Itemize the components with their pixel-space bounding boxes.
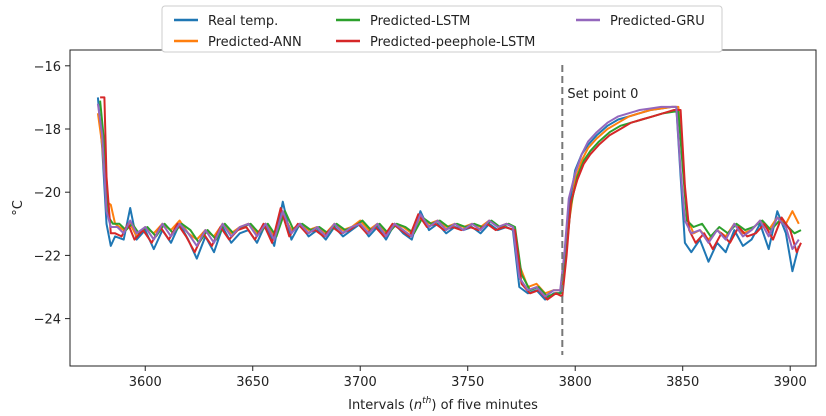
x-tick-label: 3800 — [559, 375, 592, 390]
x-axis-label: Intervals (nth) of five minutes — [348, 396, 538, 413]
series-line-3 — [100, 96, 802, 301]
legend-label: Predicted-GRU — [610, 14, 705, 29]
x-tick-label: 3750 — [451, 375, 484, 390]
x-tick-label: 3600 — [129, 375, 162, 390]
series-layer — [96, 96, 802, 301]
y-axis-label: °C — [11, 200, 26, 216]
series-line-4 — [96, 103, 800, 298]
x-tick-label: 3700 — [344, 375, 377, 390]
y-tick-label: −20 — [34, 186, 61, 201]
series-line-0 — [96, 97, 800, 301]
setpoint-annotation: Set point 0 — [567, 87, 638, 102]
x-axis: 3600 3650 3700 3750 3800 3850 3900 — [129, 366, 807, 390]
y-tick-label: −22 — [34, 249, 61, 264]
legend: Real temp. Predicted-ANN Predicted-LSTM Pre… — [161, 5, 723, 53]
legend-label: Predicted-LSTM — [370, 14, 470, 29]
y-tick-label: −24 — [34, 313, 61, 328]
y-tick-label: −18 — [34, 123, 61, 138]
legend-label: Predicted-peephole-LSTM — [370, 35, 535, 50]
x-tick-label: 3900 — [774, 375, 807, 390]
series-line-2 — [99, 100, 802, 298]
y-axis: −24 −22 −20 −18 −16 — [34, 60, 70, 328]
x-axis-label-prefix: Intervals ( — [348, 398, 414, 413]
x-tick-label: 3850 — [666, 375, 699, 390]
legend-label: Real temp. — [208, 14, 278, 29]
x-axis-label-suffix: ) of five minutes — [431, 398, 538, 413]
series-line-1 — [96, 105, 800, 295]
legend-box — [161, 5, 723, 53]
y-tick-label: −16 — [34, 60, 61, 75]
x-axis-label-superscript: th — [422, 396, 432, 406]
legend-label: Predicted-ANN — [208, 35, 302, 50]
x-tick-label: 3650 — [236, 375, 269, 390]
plot-area-frame — [69, 49, 817, 367]
x-axis-label-n: n — [414, 398, 422, 413]
